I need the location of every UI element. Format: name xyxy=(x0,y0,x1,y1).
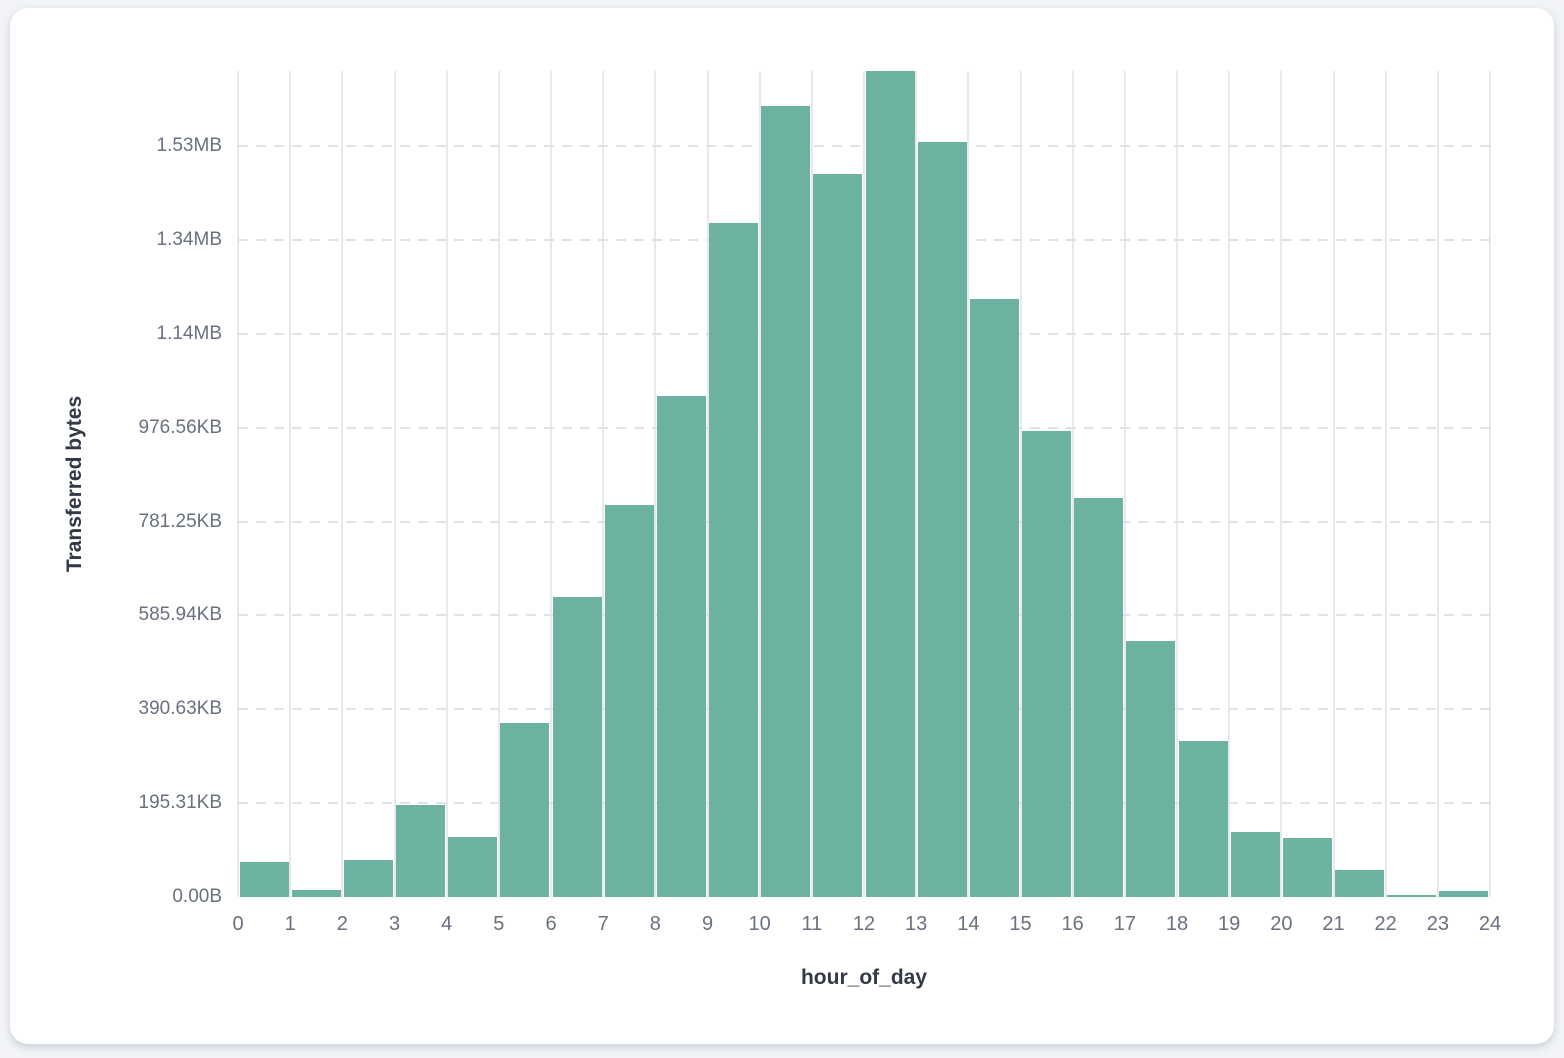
chart-card: 0 1 2 3 4 5 6 7 8 9 10 11 12 13 14 15 16 17 18 19 20 21 22 23 24… xyxy=(10,8,1554,1044)
x-tick-label-17: 17 xyxy=(1113,913,1136,935)
x-tick-label-15: 15 xyxy=(1009,913,1032,935)
x-tick-label-0: 0 xyxy=(232,913,244,935)
x-tick-label-10: 10 xyxy=(748,913,771,935)
y-tick-label-976.56KB: 976.56KB xyxy=(138,416,222,438)
x-tick-label-2: 2 xyxy=(336,913,348,935)
bar-hour-1[interactable] xyxy=(291,889,341,897)
x-tick-label-20: 20 xyxy=(1270,913,1293,935)
x-tick-label-18: 18 xyxy=(1165,913,1189,935)
bar-hour-15[interactable] xyxy=(1022,430,1072,897)
y-tick-label-390.63KB: 390.63KB xyxy=(138,698,222,720)
histogram-plot-area xyxy=(237,71,1491,897)
x-tick-label-11: 11 xyxy=(801,913,823,935)
bar-hour-5[interactable] xyxy=(500,723,550,897)
bar-hour-9[interactable] xyxy=(709,223,759,897)
vertical-gridline-16 xyxy=(1071,71,1074,897)
horizontal-gridline-781.25KB xyxy=(238,520,1490,523)
horizontal-gridline-976.56KB xyxy=(238,426,1490,429)
y-tick-label-0.00B: 0.00B xyxy=(172,886,222,907)
vertical-gridline-14 xyxy=(967,71,970,897)
horizontal-gridline-1.34MB xyxy=(238,238,1490,241)
vertical-gridline-2 xyxy=(341,71,344,897)
bar-hour-23[interactable] xyxy=(1439,891,1489,897)
bar-hour-19[interactable] xyxy=(1230,831,1280,897)
bar-hour-2[interactable] xyxy=(343,860,393,897)
bar-hour-18[interactable] xyxy=(1178,740,1228,897)
x-tick-label-1: 1 xyxy=(284,913,296,935)
vertical-gridline-6 xyxy=(550,71,552,897)
x-axis-title: hour_of_day xyxy=(800,966,928,989)
bar-hour-21[interactable] xyxy=(1335,869,1385,897)
bar-hour-3[interactable] xyxy=(396,804,446,897)
vertical-gridline-22 xyxy=(1384,71,1387,897)
x-tick-label-22: 22 xyxy=(1374,913,1397,935)
vertical-gridline-21 xyxy=(1332,71,1335,897)
bar-hour-11[interactable] xyxy=(813,174,863,897)
x-tick-label-19: 19 xyxy=(1218,913,1241,935)
bar-hour-20[interactable] xyxy=(1282,838,1332,897)
vertical-gridline-0 xyxy=(237,71,239,897)
x-tick-label-16: 16 xyxy=(1061,913,1084,935)
y-tick-label-1.14MB: 1.14MB xyxy=(156,322,222,344)
y-axis-title: Transferred bytes xyxy=(63,395,86,573)
y-tick-label-1.53MB: 1.53MB xyxy=(156,135,222,157)
bar-hour-8[interactable] xyxy=(656,396,706,897)
vertical-gridline-5 xyxy=(497,71,500,897)
bar-hour-22[interactable] xyxy=(1387,895,1437,897)
vertical-gridline-3 xyxy=(393,71,396,897)
vertical-gridline-4 xyxy=(445,71,448,897)
horizontal-gridline-195.31KB xyxy=(238,802,1490,805)
horizontal-gridline-585.94KB xyxy=(238,614,1490,617)
x-tick-label-8: 8 xyxy=(649,913,661,935)
x-tick-label-7: 7 xyxy=(597,913,609,935)
x-tick-label-13: 13 xyxy=(905,913,928,935)
vertical-gridline-7 xyxy=(602,71,605,897)
x-tick-label-9: 9 xyxy=(701,913,714,935)
x-tick-label-4: 4 xyxy=(441,913,453,935)
vertical-gridline-20 xyxy=(1280,71,1283,897)
x-tick-label-21: 21 xyxy=(1322,913,1345,935)
bar-hour-7[interactable] xyxy=(604,504,654,897)
vertical-gridline-23 xyxy=(1436,71,1439,897)
bar-hour-12[interactable] xyxy=(865,71,915,897)
x-tick-label-3: 3 xyxy=(388,913,401,935)
x-tick-label-6: 6 xyxy=(545,913,557,935)
vertical-gridline-11 xyxy=(810,71,813,897)
y-axis-tick-labels: 0.00B 195.31KB 390.63KB 585.94KB 781.25KB 976… xyxy=(10,71,222,907)
horizontal-gridline-1.14MB xyxy=(238,332,1490,335)
bar-hour-6[interactable] xyxy=(552,596,602,897)
vertical-gridline-12 xyxy=(863,71,865,897)
vertical-gridline-8 xyxy=(654,71,657,897)
horizontal-gridline-1.53MB xyxy=(238,145,1490,148)
vertical-gridline-15 xyxy=(1019,71,1022,897)
bar-hour-10[interactable] xyxy=(761,105,811,897)
x-tick-label-23: 23 xyxy=(1426,913,1449,935)
bar-hour-16[interactable] xyxy=(1074,498,1124,897)
x-tick-label-5: 5 xyxy=(493,913,505,935)
x-tick-label-24: 24 xyxy=(1478,913,1502,935)
vertical-gridline-19 xyxy=(1228,71,1231,897)
vertical-gridline-13 xyxy=(915,71,918,897)
vertical-gridline-1 xyxy=(289,71,292,897)
x-tick-label-14: 14 xyxy=(957,913,980,935)
vertical-gridline-9 xyxy=(706,71,709,897)
bar-hour-13[interactable] xyxy=(917,142,967,897)
bar-hour-4[interactable] xyxy=(448,836,498,897)
x-axis-tick-labels: 0 1 2 3 4 5 6 7 8 9 10 11 12 13 14 15 16 17 18 19 20 21 22 23 24 xyxy=(232,913,1501,939)
x-tick-label-12: 12 xyxy=(852,913,876,935)
vertical-gridline-18 xyxy=(1176,71,1178,897)
vertical-gridline-17 xyxy=(1123,71,1126,897)
y-tick-label-781.25KB: 781.25KB xyxy=(138,510,222,532)
y-tick-label-1.34MB: 1.34MB xyxy=(156,228,222,250)
y-tick-label-585.94KB: 585.94KB xyxy=(138,604,222,626)
bar-hour-17[interactable] xyxy=(1126,641,1176,897)
vertical-gridline-10 xyxy=(758,71,761,897)
horizontal-gridline-390.63KB xyxy=(238,708,1490,711)
bar-hour-0[interactable] xyxy=(239,861,289,897)
y-tick-label-195.31KB: 195.31KB xyxy=(138,792,222,814)
bar-hour-14[interactable] xyxy=(969,298,1019,897)
vertical-gridline-24 xyxy=(1489,71,1491,897)
